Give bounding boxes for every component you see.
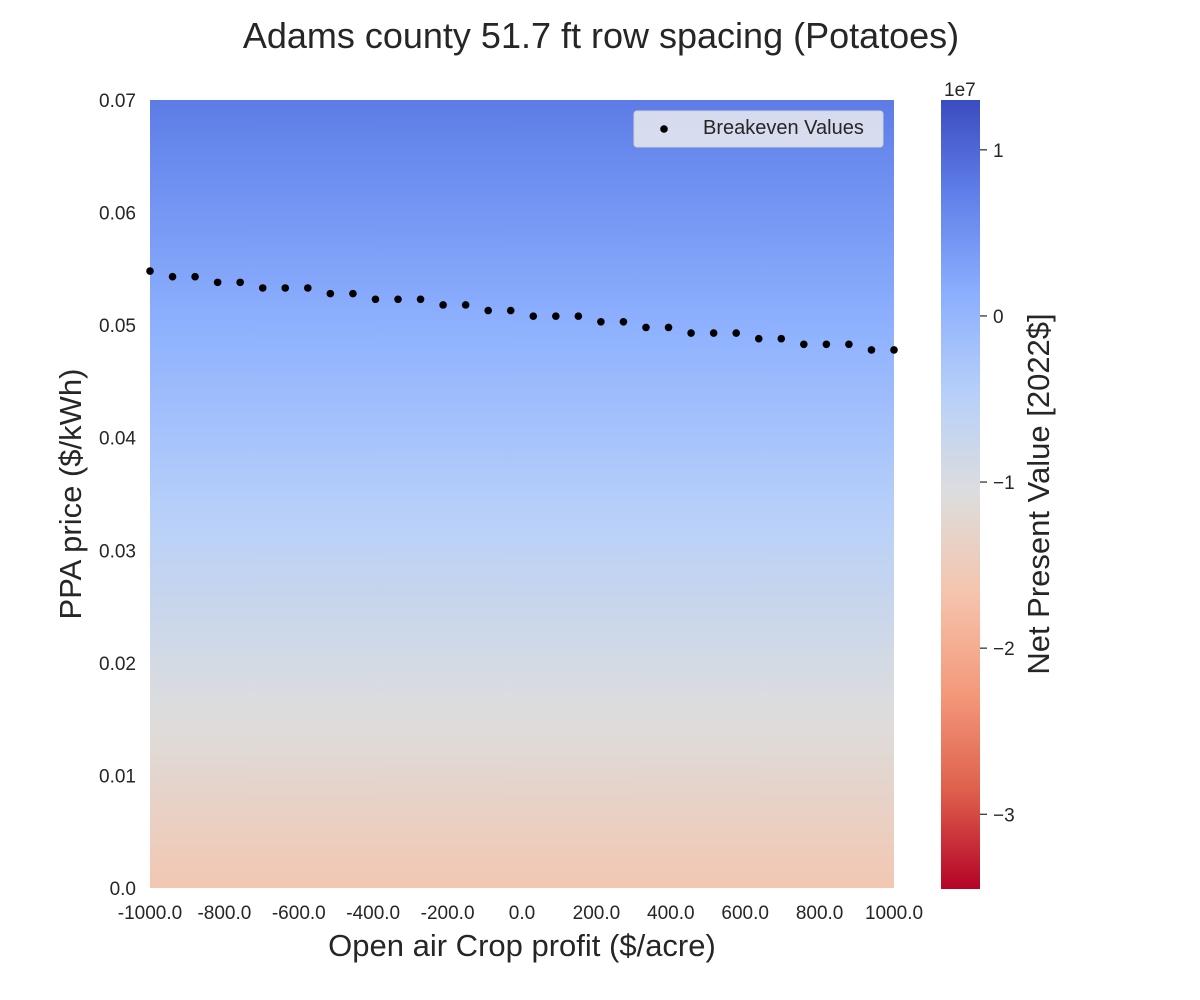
- y-tick-label: 0.05: [99, 316, 136, 337]
- breakeven-point: [845, 340, 853, 349]
- breakeven-point: [236, 278, 244, 287]
- colorbar-tick-label: −1: [993, 473, 1015, 494]
- breakeven-point: [439, 301, 447, 309]
- breakeven-point: [529, 312, 538, 320]
- breakeven-point: [890, 346, 898, 354]
- breakeven-point: [146, 267, 154, 275]
- y-tick-label: 0.02: [99, 654, 136, 675]
- x-tick-label: -400.0: [346, 903, 400, 924]
- chart-title: Adams county 51.7 ft row spacing (Potato…: [243, 15, 959, 56]
- breakeven-point: [822, 340, 831, 349]
- colorbar: [941, 100, 980, 889]
- x-tick-label: -200.0: [421, 903, 475, 924]
- x-tick-labels: -1000.0 -800.0 -600.0 -400.0 -200.0 0.0 200.0 4…: [118, 903, 923, 924]
- breakeven-point: [326, 289, 335, 298]
- breakeven-point: [597, 317, 605, 326]
- breakeven-point: [777, 334, 786, 343]
- breakeven-point: [574, 312, 583, 320]
- legend-label-breakeven-values: Breakeven Values: [703, 117, 864, 139]
- colorbar-tick-label: 1: [993, 141, 1004, 162]
- breakeven-points: [146, 267, 898, 354]
- x-tick-label: -600.0: [272, 903, 326, 924]
- colorbar-tick-label: 0: [993, 307, 1004, 328]
- breakeven-point: [709, 329, 718, 337]
- breakeven-point: [506, 306, 515, 315]
- breakeven-point: [687, 329, 695, 337]
- y-tick-label: 0.04: [99, 429, 136, 450]
- breakeven-point: [732, 329, 740, 337]
- breakeven-point: [281, 284, 290, 292]
- x-tick-label: 0.0: [509, 903, 535, 924]
- breakeven-point: [394, 295, 402, 304]
- legend-box: [633, 110, 884, 148]
- heatmap-area: [150, 100, 894, 888]
- y-tick-labels: 0.0 0.01 0.02 0.03 0.04 0.05 0.06 0.07: [99, 91, 136, 900]
- y-tick-label: 0.0: [110, 879, 136, 900]
- legend-marker: [660, 125, 668, 133]
- breakeven-point: [258, 284, 267, 292]
- x-tick-label: -1000.0: [118, 903, 182, 924]
- breakeven-point: [416, 295, 425, 304]
- y-axis-label: PPA price ($/kWh): [53, 369, 88, 620]
- x-tick-label: 1000.0: [865, 903, 923, 924]
- breakeven-point: [619, 317, 628, 326]
- breakeven-point: [800, 340, 808, 349]
- x-tick-label: 400.0: [647, 903, 695, 924]
- breakeven-point: [191, 272, 199, 281]
- breakeven-point: [484, 306, 492, 315]
- colorbar-offset-text: 1e7: [944, 80, 976, 101]
- x-tick-label: -800.0: [197, 903, 251, 924]
- colorbar-tick-labels: −3 −2 −1 0 1: [980, 141, 1015, 826]
- breakeven-point: [213, 278, 222, 287]
- breakeven-point: [304, 284, 312, 292]
- breakeven-point: [754, 334, 763, 343]
- y-tick-label: 0.03: [99, 541, 136, 562]
- x-tick-label: 600.0: [721, 903, 769, 924]
- y-tick-label: 0.01: [99, 766, 136, 787]
- breakeven-point: [664, 323, 673, 332]
- y-tick-label: 0.07: [99, 91, 136, 112]
- x-axis-label: Open air Crop profit ($/acre): [328, 928, 716, 963]
- colorbar-tick-label: −2: [993, 639, 1015, 660]
- breakeven-point: [349, 289, 357, 298]
- x-tick-label: 200.0: [573, 903, 621, 924]
- breakeven-point: [371, 295, 380, 304]
- breakeven-point: [552, 312, 560, 320]
- colorbar-label: Net Present Value [2022$]: [1021, 313, 1056, 674]
- legend: Breakeven Values: [633, 110, 884, 148]
- breakeven-point: [168, 272, 177, 281]
- breakeven-point: [867, 346, 876, 354]
- x-tick-label: 800.0: [796, 903, 844, 924]
- breakeven-point: [642, 323, 650, 332]
- colorbar-tick-label: −3: [993, 805, 1015, 826]
- y-tick-label: 0.06: [99, 204, 136, 225]
- breakeven-point: [461, 301, 470, 309]
